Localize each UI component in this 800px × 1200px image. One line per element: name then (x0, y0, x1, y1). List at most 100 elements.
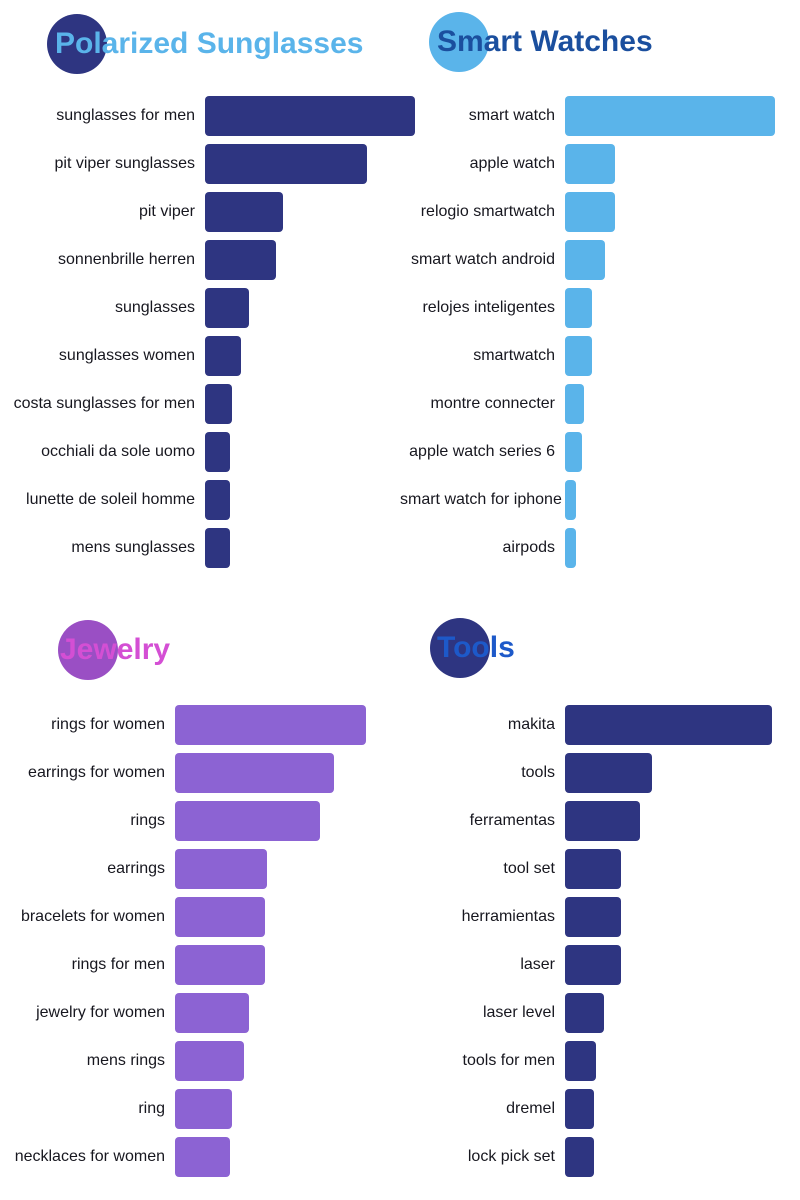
bar-label: dremel (506, 1100, 555, 1117)
chart-row: pit viper sunglasses (0, 144, 400, 184)
chart-row: ferramentas (400, 801, 800, 841)
bar (565, 96, 775, 136)
chart-tools: Tools makita tools ferramentas tool set herr… (400, 600, 800, 1200)
chart-jewelry: Jewelry rings for women earrings for wome… (0, 600, 400, 1200)
chart-row: earrings for women (0, 753, 400, 793)
bar (565, 897, 621, 937)
bar-label: pit viper sunglasses (54, 155, 195, 172)
bar-label: ring (138, 1100, 165, 1117)
bar (565, 753, 652, 793)
chart-row: laser (400, 945, 800, 985)
bar (565, 705, 772, 745)
bar-label: airpods (502, 539, 555, 556)
chart-row: rings for women (0, 705, 400, 745)
bar (205, 480, 231, 520)
bar (175, 897, 265, 937)
bar (205, 336, 241, 376)
chart-row: earrings (0, 849, 400, 889)
bar (175, 801, 321, 841)
chart-row: sonnenbrille herren (0, 240, 400, 280)
chart-row: pit viper (0, 192, 400, 232)
bar (175, 1089, 233, 1129)
title-accent-circle (430, 618, 490, 678)
chart-title: Smart Watches (437, 25, 653, 58)
bar (565, 993, 605, 1033)
chart-title: Tools (437, 631, 515, 664)
bar-label: earrings for women (28, 764, 165, 781)
bar (565, 528, 576, 568)
bar (565, 288, 593, 328)
bar (565, 945, 621, 985)
bar-rows: sunglasses for men pit viper sunglasses pi… (0, 96, 415, 568)
bar-label: tools for men (462, 1052, 555, 1069)
chart-row: rings for men (0, 945, 400, 985)
bar-label: lock pick set (467, 1148, 555, 1165)
chart-row: mens rings (0, 1041, 400, 1081)
bar-label: makita (507, 716, 555, 733)
bar-label: rings (130, 812, 165, 829)
bar-label: mens sunglasses (71, 539, 195, 556)
bar (175, 1137, 231, 1177)
bar (565, 1137, 594, 1177)
title-accent-circle (58, 620, 118, 680)
chart-row: tools (400, 753, 800, 793)
bar-label: smart watch android (410, 251, 555, 268)
bar (565, 384, 584, 424)
chart-smart-watches: Smart Watches smart watch apple watch relo… (400, 0, 800, 600)
chart-row: relojes inteligentes (400, 288, 800, 328)
bar (205, 288, 250, 328)
bar-rows: makita tools ferramentas tool set herramient… (400, 705, 800, 1177)
chart-row: tool set (400, 849, 800, 889)
chart-row: sunglasses (0, 288, 400, 328)
bar-label: rings for women (51, 716, 165, 733)
bar (205, 240, 277, 280)
chart-row: bracelets for women (0, 897, 400, 937)
chart-header: Polarized Sunglasses (0, 0, 400, 96)
bar (565, 144, 616, 184)
chart-row: occhiali da sole uomo (0, 432, 400, 472)
chart-row: apple watch series 6 (400, 432, 800, 472)
chart-row: necklaces for women (0, 1137, 400, 1177)
bar-label: apple watch (469, 155, 555, 172)
chart-header: Jewelry (0, 600, 400, 705)
bar-label: pit viper (138, 203, 195, 220)
chart-row: herramientas (400, 897, 800, 937)
chart-row: smart watch for iphone (400, 480, 800, 520)
chart-row: relogio smartwatch (400, 192, 800, 232)
bar-label: costa sunglasses for men (13, 395, 195, 412)
bar (175, 993, 250, 1033)
chart-row: rings (0, 801, 400, 841)
chart-row: mens sunglasses (0, 528, 400, 568)
chart-row: smartwatch (400, 336, 800, 376)
bar (175, 1041, 244, 1081)
bar (175, 945, 265, 985)
chart-row: montre connecter (400, 384, 800, 424)
bar (205, 96, 415, 136)
bar-label: sonnenbrille herren (58, 251, 195, 268)
bar (175, 705, 366, 745)
bar-label: ferramentas (469, 812, 555, 829)
bar-label: tools (521, 764, 555, 781)
bar-rows: smart watch apple watch relogio smartwatch… (400, 96, 800, 568)
chart-row: dremel (400, 1089, 800, 1129)
bar (565, 801, 640, 841)
bar-label: relojes inteligentes (422, 299, 555, 316)
bar (565, 192, 616, 232)
bar (565, 336, 593, 376)
bar-label: smartwatch (473, 347, 555, 364)
bar (175, 753, 334, 793)
bar (565, 432, 582, 472)
bar (205, 144, 367, 184)
chart-row: lock pick set (400, 1137, 800, 1177)
chart-row: sunglasses for men (0, 96, 415, 136)
bar (205, 192, 283, 232)
bar-label: jewelry for women (36, 1004, 165, 1021)
chart-row: ring (0, 1089, 400, 1129)
bar-rows: rings for women earrings for women rings ea… (0, 705, 400, 1177)
bar-label: smart watch (468, 107, 555, 124)
chart-row: lunette de soleil homme (0, 480, 400, 520)
chart-row: makita (400, 705, 800, 745)
bar-label: laser level (482, 1004, 555, 1021)
chart-row: airpods (400, 528, 800, 568)
